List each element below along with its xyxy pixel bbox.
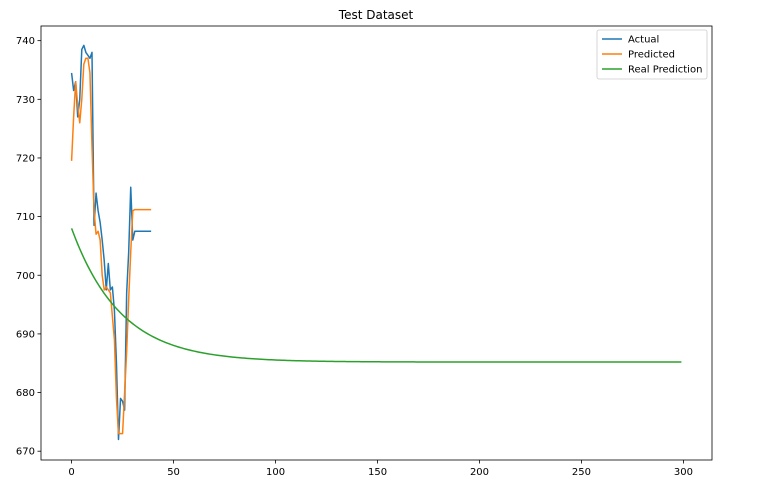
x-tick-label: 0: [68, 467, 74, 478]
legend-label-predicted: Predicted: [628, 50, 675, 61]
chart-title: Test Dataset: [338, 8, 414, 22]
x-tick-label: 250: [572, 467, 591, 478]
y-tick-label: 670: [16, 447, 35, 458]
y-tick-label: 740: [16, 36, 35, 47]
series-line-predicted: [70, 57, 152, 435]
legend-label-actual: Actual: [628, 35, 659, 46]
plot-area-frame: [40, 25, 713, 461]
legend-label-real-prediction: Real Prediction: [628, 65, 702, 76]
y-tick-label: 720: [16, 153, 35, 164]
legend: Actual Predicted Real Prediction: [596, 29, 708, 80]
y-tick-label: 700: [16, 271, 35, 282]
y-tick-label: 690: [16, 329, 35, 340]
y-tick-label: 710: [16, 212, 35, 223]
y-tick-label: 730: [16, 95, 35, 106]
series-line-real-prediction: [70, 228, 682, 363]
series-line-actual: [70, 44, 152, 441]
x-tick-label: 300: [674, 467, 693, 478]
y-tick-label: 680: [16, 388, 35, 399]
x-tick-label: 150: [368, 467, 387, 478]
x-tick-label: 100: [266, 467, 285, 478]
legend-box: [596, 29, 708, 80]
x-tick-label: 200: [470, 467, 489, 478]
x-tick-label: 50: [167, 467, 180, 478]
